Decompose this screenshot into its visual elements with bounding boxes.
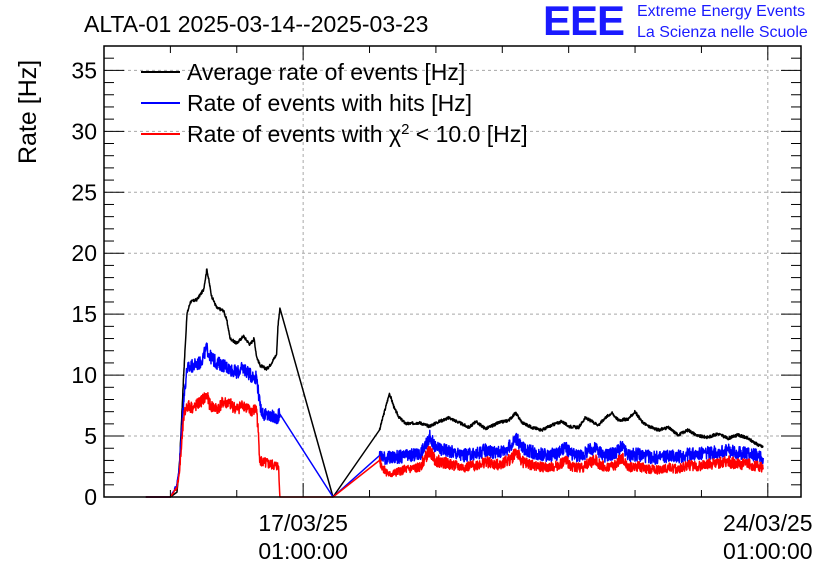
y-tick-label: 10 — [71, 362, 97, 388]
x-tick-label: 01:00:00 — [258, 538, 348, 564]
y-tick-label: 15 — [71, 301, 97, 327]
y-tick-label: 25 — [71, 179, 97, 205]
grid — [104, 46, 801, 497]
legend: Average rate of events [Hz] Rate of event… — [141, 59, 528, 147]
y-tick-label: 30 — [71, 118, 97, 144]
brand-line-2: La Scienza nelle Scuole — [637, 24, 808, 41]
x-tick-label: 01:00:00 — [723, 538, 813, 564]
y-tick-label: 0 — [84, 484, 97, 510]
tick-labels: 0510152025303517/03/2501:00:0024/03/2501… — [71, 57, 812, 564]
brand-line-1: Extreme Energy Events — [637, 3, 806, 20]
y-tick-label: 5 — [84, 423, 97, 449]
plot-frame — [103, 45, 802, 498]
series-line — [145, 268, 764, 498]
x-tick-label: 17/03/25 — [258, 510, 348, 536]
chart-title: ALTA-01 2025-03-14--2025-03-23 — [84, 11, 428, 37]
series-line — [145, 391, 764, 498]
axis-ticks — [103, 45, 801, 498]
y-tick-label: 20 — [71, 240, 97, 266]
series-layer — [145, 268, 764, 498]
legend-label: Average rate of events [Hz] — [187, 59, 465, 85]
y-tick-label: 35 — [71, 57, 97, 83]
eee-logo: EEE — [543, 0, 625, 44]
y-axis-label: Rate [Hz] — [14, 60, 42, 164]
legend-label: Rate of events with χ2 < 10.0 [Hz] — [187, 121, 528, 148]
series-line — [145, 342, 764, 498]
legend-label: Rate of events with hits [Hz] — [187, 90, 472, 116]
x-tick-label: 24/03/25 — [723, 510, 813, 536]
